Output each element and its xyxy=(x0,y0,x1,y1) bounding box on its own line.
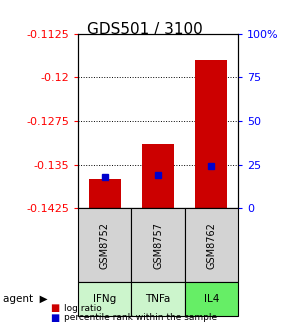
Text: GSM8762: GSM8762 xyxy=(206,222,216,269)
Text: GSM8757: GSM8757 xyxy=(153,222,163,269)
Text: log ratio: log ratio xyxy=(64,304,102,312)
Bar xyxy=(142,144,174,208)
Text: ■: ■ xyxy=(50,303,60,313)
Text: percentile rank within the sample: percentile rank within the sample xyxy=(64,313,217,322)
Text: IL4: IL4 xyxy=(204,294,219,304)
Text: GDS501 / 3100: GDS501 / 3100 xyxy=(87,22,203,37)
Text: agent  ▶: agent ▶ xyxy=(3,294,48,304)
Bar xyxy=(195,60,227,208)
Bar xyxy=(89,179,121,208)
Text: GSM8752: GSM8752 xyxy=(100,222,110,269)
Text: IFNg: IFNg xyxy=(93,294,117,304)
Text: ■: ■ xyxy=(50,312,60,323)
Text: TNFa: TNFa xyxy=(145,294,171,304)
